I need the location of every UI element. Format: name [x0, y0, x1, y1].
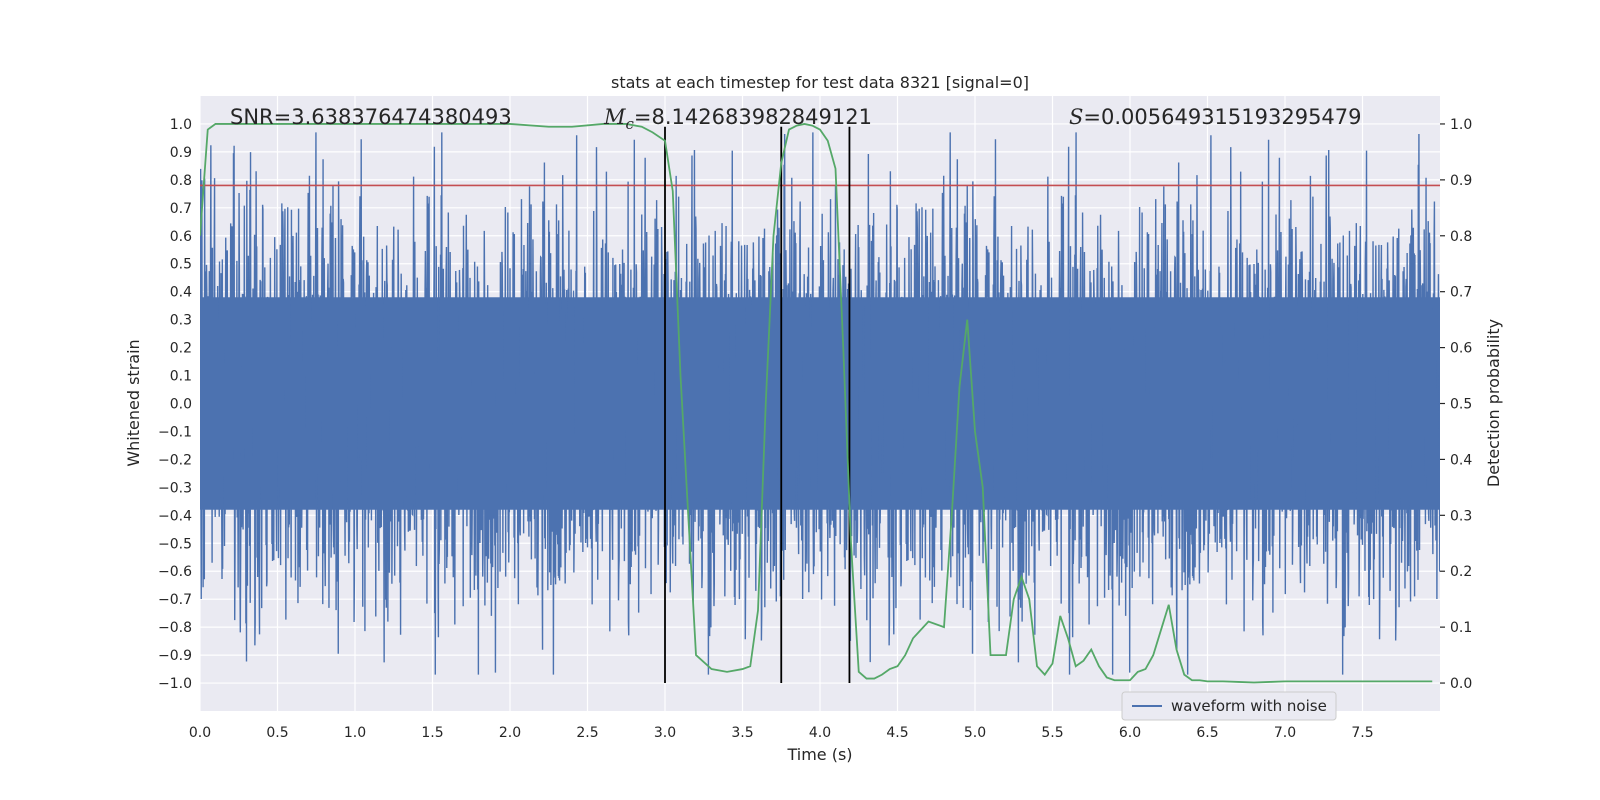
y-left-tick-label: 0.7 — [170, 201, 192, 217]
s-value: =0.005649315193295479 — [1083, 105, 1361, 129]
y-left-tick-label: −0.7 — [158, 592, 192, 608]
x-tick-label: 4.5 — [886, 725, 908, 741]
overlay-layer — [200, 123, 1440, 684]
y-left-tick-label: −1.0 — [158, 676, 192, 692]
x-tick-label: 0.5 — [266, 725, 288, 741]
y-right-tick-label: 0.0 — [1450, 676, 1472, 692]
y-left-tick-label: −0.9 — [158, 648, 192, 664]
y-left-tick-label: 1.0 — [170, 117, 192, 133]
y-left-tick-label: 0.5 — [170, 257, 192, 273]
y-right-tick-label: 0.1 — [1450, 620, 1472, 636]
y-right-tick-label: 0.9 — [1450, 173, 1472, 189]
y-right-tick-label: 1.0 — [1450, 117, 1472, 133]
y-left-tick-label: −0.3 — [158, 480, 192, 496]
y-axis-right-label: Detection probability — [1484, 319, 1503, 487]
y-left-tick-label: 0.9 — [170, 145, 192, 161]
chirp-mass-symbol: M — [603, 105, 626, 129]
y-left-tick-label: 0.6 — [170, 229, 192, 245]
x-tick-label: 6.0 — [1119, 725, 1141, 741]
ticks-layer: 0.0 0.5 1.0 1.5 2.0 2.5 3.0 3.5 4.0 4.5 5.0 5.5 6.0 6… — [158, 117, 1472, 741]
y-left-tick-label: −0.4 — [158, 508, 192, 524]
y-left-tick-label: −0.2 — [158, 452, 192, 468]
y-left-tick-label: 0.2 — [170, 341, 192, 357]
s-symbol: S — [1069, 105, 1083, 129]
legend-label-waveform: waveform with noise — [1171, 697, 1327, 715]
y-right-tick-label: 0.8 — [1450, 229, 1472, 245]
x-tick-label: 4.0 — [809, 725, 831, 741]
y-left-tick-label: −0.8 — [158, 620, 192, 636]
y-axis-left-label: Whitened strain — [124, 339, 143, 466]
x-tick-label: 0.0 — [189, 725, 211, 741]
chirp-mass-value: =8.142683982849121 — [634, 105, 872, 129]
chirp-mass-subscript: c — [626, 115, 635, 133]
x-tick-label: 6.5 — [1196, 725, 1218, 741]
s-annotation: S=0.005649315193295479 — [1069, 105, 1362, 129]
chart-title: stats at each timestep for test data 832… — [611, 73, 1029, 92]
y-left-tick-label: −0.1 — [158, 424, 192, 440]
x-tick-label: 7.0 — [1274, 725, 1296, 741]
waveform-with-noise-series — [200, 132, 1440, 675]
y-right-tick-label: 0.7 — [1450, 285, 1472, 301]
y-left-tick-label: −0.5 — [158, 536, 192, 552]
legend: waveform with noise — [1121, 691, 1337, 721]
y-right-tick-label: 0.6 — [1450, 341, 1472, 357]
y-right-tick-label: 0.4 — [1450, 452, 1472, 468]
waveform-with-noise-line — [200, 132, 1440, 675]
y-left-tick-label: 0.3 — [170, 313, 192, 329]
y-left-tick-label: 0.8 — [170, 173, 192, 189]
x-tick-label: 5.0 — [964, 725, 986, 741]
y-left-tick-label: 0.1 — [170, 369, 192, 385]
x-tick-label: 1.0 — [344, 725, 366, 741]
x-tick-label: 5.5 — [1041, 725, 1063, 741]
x-axis-label: Time (s) — [786, 745, 852, 764]
x-tick-label: 7.5 — [1351, 725, 1373, 741]
x-tick-label: 3.5 — [731, 725, 753, 741]
x-tick-label: 2.0 — [499, 725, 521, 741]
y-left-tick-label: −0.6 — [158, 564, 192, 580]
y-right-tick-label: 0.5 — [1450, 397, 1472, 413]
snr-annotation: SNR=3.638376474380493 — [230, 105, 512, 129]
y-left-tick-label: 0.4 — [170, 285, 192, 301]
y-right-tick-label: 0.3 — [1450, 508, 1472, 524]
x-tick-label: 1.5 — [421, 725, 443, 741]
y-left-tick-label: 0.0 — [170, 397, 192, 413]
legend-box — [1121, 691, 1337, 721]
chirp-mass-annotation: Mc=8.142683982849121 — [603, 105, 872, 133]
detection-probability-line — [200, 123, 1433, 684]
x-tick-label: 3.0 — [654, 725, 676, 741]
x-tick-label: 2.5 — [576, 725, 598, 741]
y-right-tick-label: 0.2 — [1450, 564, 1472, 580]
